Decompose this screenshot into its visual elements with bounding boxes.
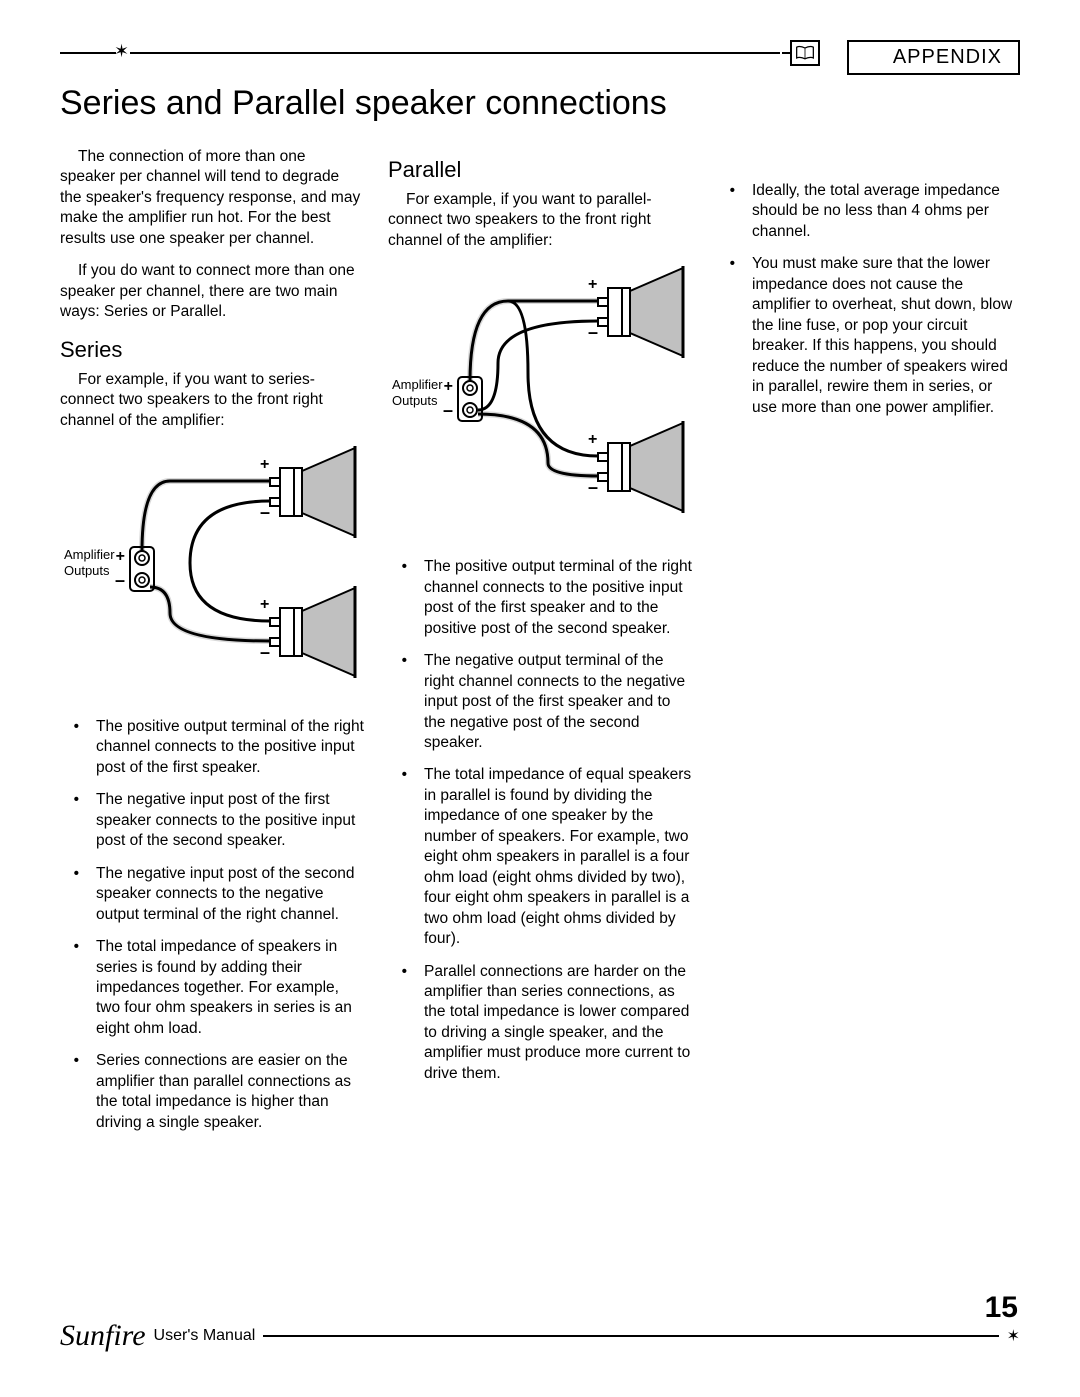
svg-text:–: –	[443, 400, 453, 420]
star-ornament-icon: ✶	[114, 42, 129, 60]
page-title: Series and Parallel speaker connections	[60, 84, 1020, 123]
svg-text:–: –	[588, 477, 598, 497]
svg-text:–: –	[260, 502, 270, 522]
manual-label: User's Manual	[154, 1327, 256, 1345]
brand-logo: Sunfire	[60, 1319, 146, 1353]
svg-text:Amplifier: Amplifier	[392, 377, 443, 392]
svg-text:+: +	[588, 276, 597, 293]
header-rule: ✶ APPENDIX	[60, 40, 1020, 66]
list-item: The negative input post of the first spe…	[92, 790, 364, 851]
svg-text:+: +	[260, 596, 269, 613]
intro-paragraph: If you do want to connect more than one …	[60, 261, 364, 322]
list-item: The positive output terminal of the righ…	[420, 557, 692, 639]
book-icon	[790, 40, 820, 66]
list-item: The total impedance of equal speakers in…	[420, 765, 692, 949]
appendix-badge: APPENDIX	[847, 40, 1020, 75]
series-bullets: The positive output terminal of the righ…	[60, 717, 364, 1133]
svg-text:+: +	[260, 456, 269, 473]
svg-text:Amplifier: Amplifier	[64, 547, 115, 562]
svg-text:–: –	[115, 570, 125, 590]
svg-text:+: +	[116, 548, 125, 565]
intro-paragraph: The connection of more than one speaker …	[60, 147, 364, 249]
series-heading: Series	[60, 335, 364, 364]
rule-segment	[60, 52, 116, 54]
right-bullets: Ideally, the total average impedance sho…	[716, 181, 1020, 418]
column-3: Ideally, the total average impedance sho…	[716, 147, 1020, 1145]
list-item: The positive output terminal of the righ…	[92, 717, 364, 778]
column-2: Parallel For example, if you want to par…	[388, 147, 692, 1145]
svg-text:–: –	[260, 642, 270, 662]
rule-segment	[130, 52, 780, 54]
svg-text:Outputs: Outputs	[392, 393, 438, 408]
list-item: The negative output terminal of the righ…	[420, 651, 692, 753]
svg-text:+: +	[444, 378, 453, 395]
list-item: Ideally, the total average impedance sho…	[748, 181, 1020, 242]
svg-text:+: +	[588, 431, 597, 448]
parallel-heading: Parallel	[388, 155, 692, 184]
list-item: The negative input post of the second sp…	[92, 864, 364, 925]
rule-segment	[782, 52, 790, 54]
svg-text:–: –	[588, 322, 598, 342]
svg-text:Outputs: Outputs	[64, 563, 110, 578]
column-1: The connection of more than one speaker …	[60, 147, 364, 1145]
star-ornament-icon: ✶	[1007, 1326, 1020, 1346]
list-item: Series connections are easier on the amp…	[92, 1051, 364, 1133]
footer-rule	[263, 1335, 998, 1337]
parallel-wiring-diagram: + – Amplifier Outputs + –	[388, 263, 692, 543]
series-intro: For example, if you want to series-conne…	[60, 370, 364, 431]
parallel-intro: For example, if you want to parallel-con…	[388, 190, 692, 251]
list-item: The total impedance of speakers in serie…	[92, 937, 364, 1039]
series-wiring-diagram: + – Amplifier Outputs + –	[60, 443, 364, 703]
footer: Sunfire User's Manual ✶	[60, 1319, 1020, 1353]
list-item: Parallel connections are harder on the a…	[420, 962, 692, 1085]
list-item: You must make sure that the lower impeda…	[748, 254, 1020, 418]
parallel-bullets: The positive output terminal of the righ…	[388, 557, 692, 1084]
